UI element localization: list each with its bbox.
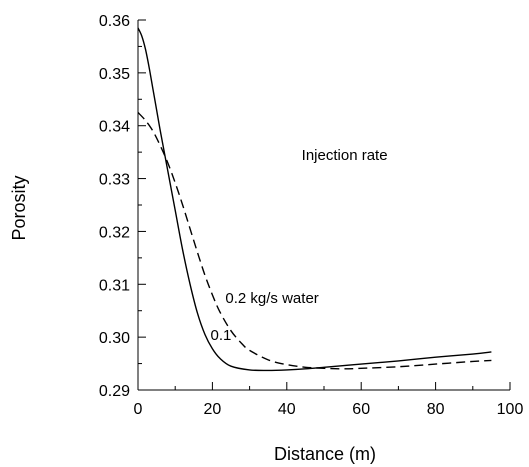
y-tick-label: 0.36 <box>99 13 130 30</box>
annotation-injection-rate: Injection rate <box>302 147 388 164</box>
y-axis-title: Porosity <box>9 175 29 240</box>
curves-layer <box>137 27 492 372</box>
y-tick-label: 0.29 <box>99 383 130 400</box>
x-tick-label: 0 <box>134 401 143 418</box>
y-tick-label: 0.35 <box>99 66 130 83</box>
x-axis-title: Distance (m) <box>274 444 376 464</box>
x-tick-label: 60 <box>352 401 370 418</box>
y-tick-label: 0.31 <box>99 277 130 294</box>
annotation-0-2-kg-s-water: 0.2 kg/s water <box>225 290 318 307</box>
series-dashed-line <box>137 112 492 370</box>
x-tick-label: 100 <box>497 401 524 418</box>
x-tick-label: 40 <box>278 401 296 418</box>
y-tick-label: 0.32 <box>99 224 130 241</box>
x-tick-label: 80 <box>427 401 445 418</box>
ticks-layer: 0.29 0.30 0.31 0.32 0.33 0.34 0.35 0.36 0 20 40 60 8… <box>99 13 524 418</box>
series-solid-line <box>137 27 492 372</box>
y-tick-label: 0.30 <box>99 330 130 347</box>
y-tick-label: 0.34 <box>99 119 130 136</box>
y-tick-label: 0.33 <box>99 172 130 189</box>
x-tick-label: 20 <box>204 401 222 418</box>
annotation-0-1: 0.1 <box>211 327 232 344</box>
